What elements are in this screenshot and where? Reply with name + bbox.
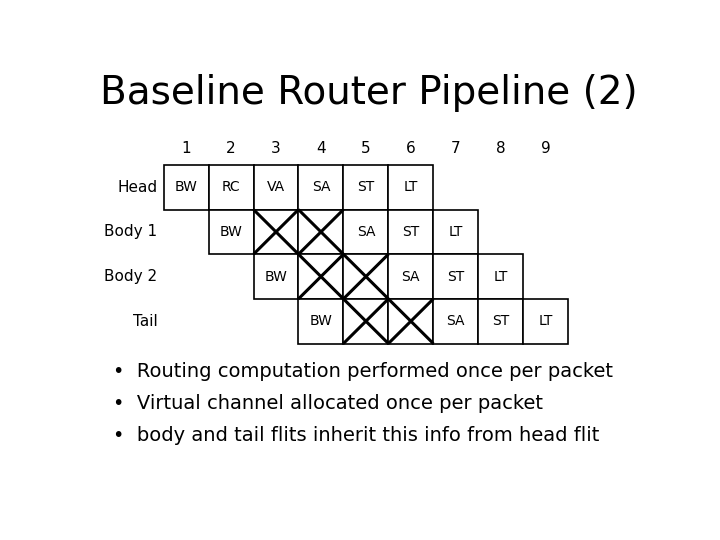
Text: Tail: Tail — [132, 314, 158, 329]
Text: 5: 5 — [361, 140, 371, 156]
Text: SA: SA — [402, 269, 420, 284]
Text: 6: 6 — [406, 140, 415, 156]
Text: LT: LT — [404, 180, 418, 194]
Bar — [343, 299, 388, 343]
Text: 7: 7 — [451, 140, 461, 156]
Text: BW: BW — [175, 180, 197, 194]
Bar — [299, 165, 343, 210]
Text: 4: 4 — [316, 140, 325, 156]
Text: SA: SA — [356, 225, 375, 239]
Text: LT: LT — [539, 314, 553, 328]
Bar — [388, 299, 433, 343]
Bar — [253, 254, 299, 299]
Text: ST: ST — [402, 225, 420, 239]
Text: Head: Head — [117, 180, 158, 195]
Bar — [299, 210, 343, 254]
Text: Baseline Router Pipeline (2): Baseline Router Pipeline (2) — [100, 74, 638, 112]
Text: Body 1: Body 1 — [104, 225, 158, 239]
Text: •  body and tail flits inherit this info from head flit: • body and tail flits inherit this info … — [113, 427, 600, 446]
Text: •  Routing computation performed once per packet: • Routing computation performed once per… — [113, 362, 613, 381]
Text: 2: 2 — [226, 140, 236, 156]
Text: ST: ST — [357, 180, 374, 194]
Text: LT: LT — [449, 225, 463, 239]
Bar — [478, 254, 523, 299]
Text: LT: LT — [494, 269, 508, 284]
Text: Body 2: Body 2 — [104, 269, 158, 284]
Text: BW: BW — [220, 225, 243, 239]
Text: BW: BW — [264, 269, 287, 284]
Bar — [343, 210, 388, 254]
Bar — [523, 299, 568, 343]
Text: RC: RC — [222, 180, 240, 194]
Bar — [343, 254, 388, 299]
Text: 3: 3 — [271, 140, 281, 156]
Bar — [433, 210, 478, 254]
Bar — [343, 165, 388, 210]
Bar — [433, 299, 478, 343]
Bar — [388, 165, 433, 210]
Text: 9: 9 — [541, 140, 551, 156]
Bar — [163, 165, 209, 210]
Bar — [209, 210, 253, 254]
Text: 8: 8 — [496, 140, 505, 156]
Text: 1: 1 — [181, 140, 191, 156]
Bar — [209, 165, 253, 210]
Text: ST: ST — [492, 314, 509, 328]
Text: BW: BW — [310, 314, 333, 328]
Bar — [253, 165, 299, 210]
Text: SA: SA — [446, 314, 465, 328]
Text: ST: ST — [447, 269, 464, 284]
Text: •  Virtual channel allocated once per packet: • Virtual channel allocated once per pac… — [113, 394, 544, 413]
Bar — [299, 299, 343, 343]
Text: VA: VA — [267, 180, 285, 194]
Bar — [433, 254, 478, 299]
Bar — [388, 254, 433, 299]
Text: SA: SA — [312, 180, 330, 194]
Bar — [299, 254, 343, 299]
Bar — [478, 299, 523, 343]
Bar — [388, 210, 433, 254]
Bar — [253, 210, 299, 254]
